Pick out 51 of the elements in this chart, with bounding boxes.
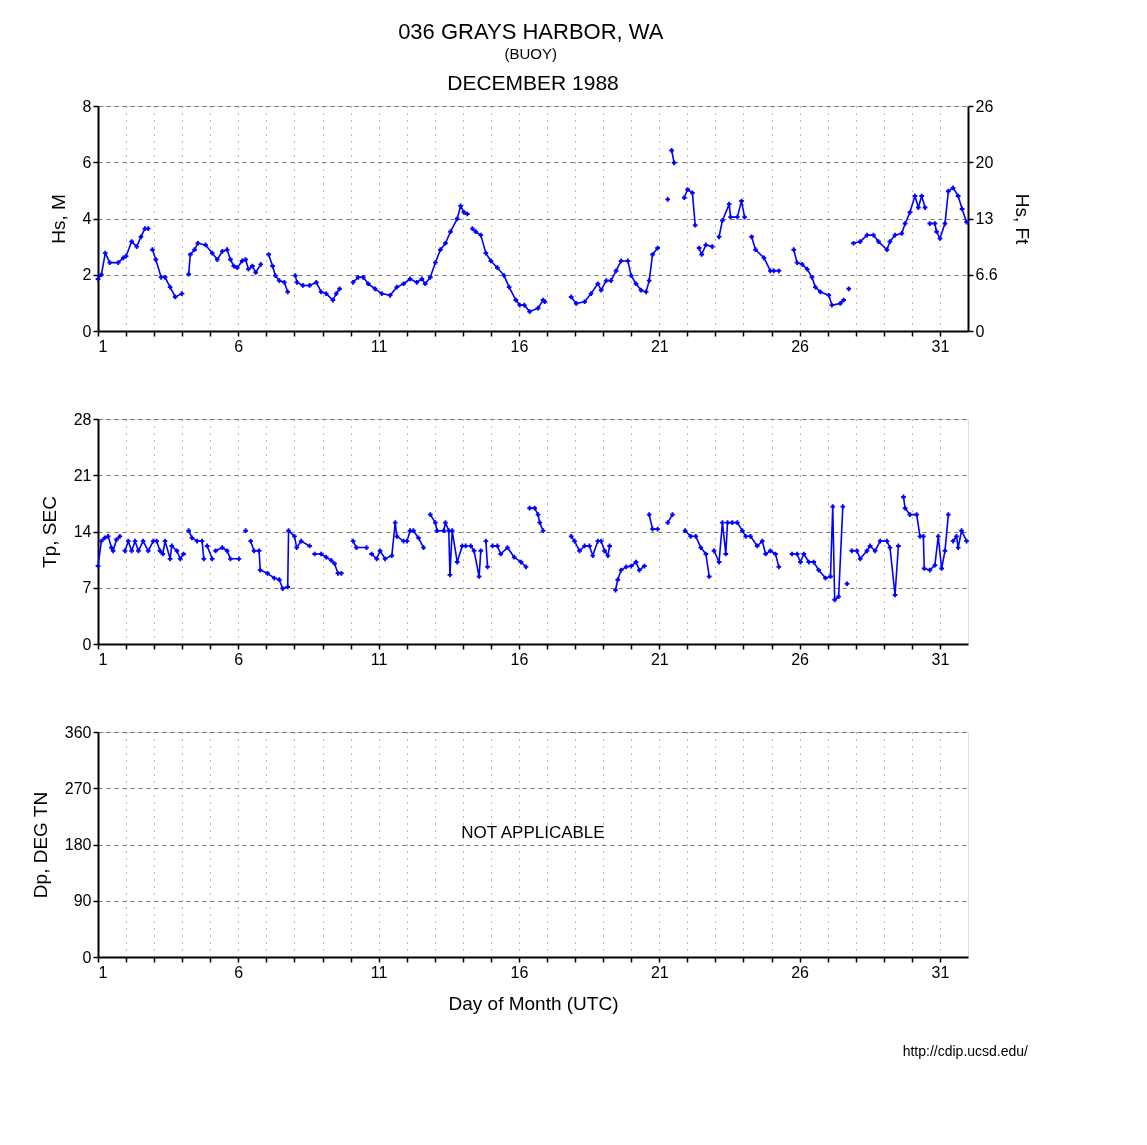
y2-axis-title: Hs, Ft bbox=[1011, 193, 1033, 246]
x-tick-label: 6 bbox=[234, 963, 244, 981]
annotation: NOT APPLICABLE bbox=[461, 823, 605, 843]
x-tick-label: 1 bbox=[98, 650, 108, 668]
y-tick-label: 28 bbox=[73, 410, 92, 428]
x-tick-label: 26 bbox=[791, 963, 810, 981]
x-tick-label: 16 bbox=[510, 337, 529, 355]
text: DECEMBER 1988 bbox=[447, 71, 619, 94]
chart-title: 036 GRAYS HARBOR, WA bbox=[398, 18, 664, 44]
x-tick-label: 16 bbox=[510, 963, 529, 981]
x-tick-label: 6 bbox=[234, 337, 244, 355]
x-tick-label: 6 bbox=[234, 650, 244, 668]
y2-tick-label: 0 bbox=[975, 322, 985, 340]
x-tick-label: 26 bbox=[791, 337, 810, 355]
x-tick-label: 21 bbox=[650, 963, 669, 981]
y-tick-label: 0 bbox=[82, 322, 92, 340]
x-tick-label: 11 bbox=[370, 337, 388, 355]
y2-tick-label: 20 bbox=[975, 153, 994, 171]
y2-tick-label: 26 bbox=[975, 97, 994, 115]
y-tick-label: 8 bbox=[82, 97, 92, 115]
y-tick-label: 90 bbox=[73, 892, 92, 910]
x-tick-label: 21 bbox=[650, 650, 669, 668]
y-axis-title: Dp, DEG TN bbox=[29, 791, 51, 899]
x-tick-label: 31 bbox=[931, 650, 950, 668]
x-tick-label: 21 bbox=[650, 337, 669, 355]
x-tick-label: 11 bbox=[370, 650, 388, 668]
x-tick-label: 1 bbox=[98, 337, 108, 355]
chart-subtitle: (BUOY) bbox=[504, 44, 558, 62]
y-axis-title: Tp, SEC bbox=[38, 496, 60, 568]
y-tick-label: 14 bbox=[73, 523, 92, 540]
y-axis-title: Hs, M bbox=[47, 194, 69, 244]
x-tick-label: 1 bbox=[98, 963, 108, 981]
x-tick-label: 31 bbox=[931, 963, 950, 981]
y-tick-label: 0 bbox=[82, 635, 92, 653]
y2-tick-label: 6.6 bbox=[975, 266, 998, 284]
y-tick-label: 180 bbox=[64, 836, 92, 853]
x-tick-label: 26 bbox=[791, 650, 810, 668]
y-tick-label: 360 bbox=[64, 723, 92, 741]
y-tick-label: 6 bbox=[82, 153, 92, 171]
y-tick-label: 270 bbox=[64, 779, 92, 797]
x-axis-title: Day of Month (UTC) bbox=[448, 992, 619, 1014]
y2-tick-label: 13 bbox=[975, 210, 994, 228]
x-tick-label: 31 bbox=[931, 337, 950, 355]
x-tick-label: 16 bbox=[510, 650, 529, 668]
y-tick-label: 7 bbox=[82, 579, 92, 597]
y-tick-label: 21 bbox=[73, 466, 92, 484]
y-tick-label: 2 bbox=[82, 266, 92, 284]
x-tick-label: 11 bbox=[370, 963, 388, 981]
y-tick-label: 0 bbox=[82, 948, 92, 966]
y-tick-label: 4 bbox=[82, 210, 92, 227]
text: http://cdip.ucsd.edu/ bbox=[902, 1043, 1029, 1059]
